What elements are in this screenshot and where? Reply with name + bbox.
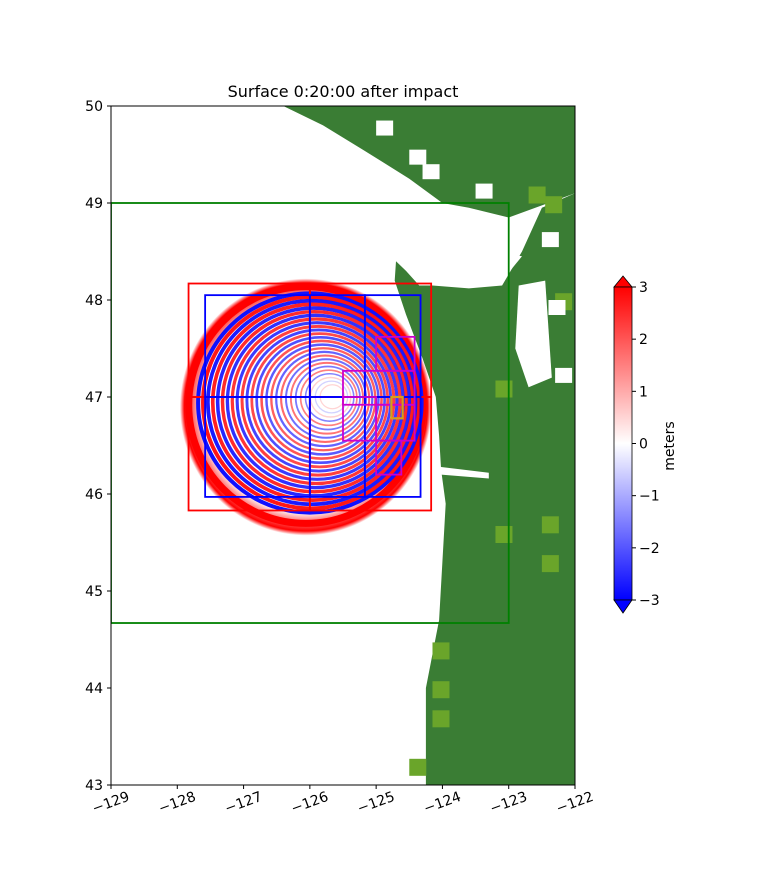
coarse-land-cell	[541, 516, 559, 534]
plot-frame	[110, 105, 576, 786]
region-level-6	[390, 395, 404, 420]
x-tick-label: −123	[488, 789, 530, 817]
colorbar-tick-label: 1	[639, 384, 648, 400]
wave-ring	[220, 309, 408, 494]
y-tick-label: 43	[85, 778, 103, 794]
colorbar-tick-label: 2	[639, 332, 648, 348]
colorbar-label: meters	[662, 421, 678, 470]
refinement-regions	[111, 202, 510, 624]
coarse-land-cell	[432, 710, 450, 728]
region-level-5e	[375, 335, 416, 372]
strait	[392, 246, 522, 281]
wave-ring	[230, 317, 402, 486]
wave-ring	[250, 332, 390, 469]
coarse-water-cell	[475, 183, 493, 199]
wave-ring	[275, 350, 374, 448]
coarse-water-cell	[555, 367, 573, 383]
coarse-land-cell	[541, 555, 559, 573]
coarse-land-cell	[528, 186, 546, 204]
coarse-water-cell	[409, 149, 427, 165]
colorbar-ticks: −3 −2 −1 0 1 2 3	[632, 280, 660, 609]
y-tick-label: 45	[85, 584, 103, 600]
colorbar-gradient	[613, 286, 633, 601]
coarse-land-cell	[495, 380, 513, 398]
colorbar-tick-label: −1	[639, 489, 660, 505]
coarse-water-cell	[422, 164, 440, 180]
coarse-land-cell	[432, 642, 450, 660]
x-tick-label: −128	[156, 789, 198, 817]
wave-ring	[210, 302, 415, 502]
wave-ring	[289, 361, 365, 435]
coarse-land-cell	[545, 196, 563, 214]
plot-area	[110, 105, 576, 786]
land-mask	[230, 106, 575, 785]
x-tick-label: −126	[289, 789, 331, 817]
wave-ring	[294, 365, 361, 431]
y-tick-label: 49	[85, 196, 103, 212]
wave-ring	[284, 358, 368, 439]
colorbar-extend-max	[613, 275, 633, 288]
columbia-river	[439, 466, 489, 479]
wave-ring	[255, 335, 386, 465]
colorbar-tick-label: 0	[639, 437, 648, 453]
coarse-water-cell	[541, 232, 559, 248]
coarse-water-cell	[376, 120, 394, 136]
coarse-land-cell	[409, 758, 427, 776]
colorbar-tick-label: 3	[639, 280, 648, 296]
colorbar-tick-label: −2	[639, 541, 660, 557]
coarse-water-cell	[548, 300, 566, 315]
x-tick-label: −122	[554, 789, 596, 817]
y-tick-label: 44	[85, 681, 103, 697]
x-tick-label: −125	[355, 789, 397, 817]
coarse-land-cell	[495, 526, 513, 544]
y-tick-label: 48	[85, 293, 103, 309]
wave-ring	[215, 306, 412, 498]
colorbar: −3 −2 −1 0 1 2 3 meters	[613, 275, 678, 614]
wave-ring	[240, 324, 396, 477]
x-axis: −129 −128 −127 −126 −125 −124 −123 −122	[90, 785, 596, 817]
wave-ring	[260, 339, 383, 460]
wave-ring	[265, 343, 380, 456]
region-level-2	[111, 202, 510, 624]
chart-title: Surface 0:20:00 after impact	[228, 82, 459, 101]
colorbar-extend-min	[613, 599, 633, 614]
colorbar-tick-label: −3	[639, 593, 660, 609]
y-tick-label: 50	[85, 99, 103, 115]
coarse-land-cell	[432, 681, 450, 699]
y-axis: 43 44 45 46 47 48 49 50	[85, 99, 111, 794]
x-tick-label: −127	[223, 789, 265, 817]
y-tick-label: 47	[85, 390, 103, 406]
wave-ring	[280, 354, 371, 444]
y-tick-label: 46	[85, 487, 103, 503]
x-tick-label: −124	[422, 789, 464, 817]
puget-sound	[515, 280, 552, 388]
wave-ring	[235, 321, 399, 481]
